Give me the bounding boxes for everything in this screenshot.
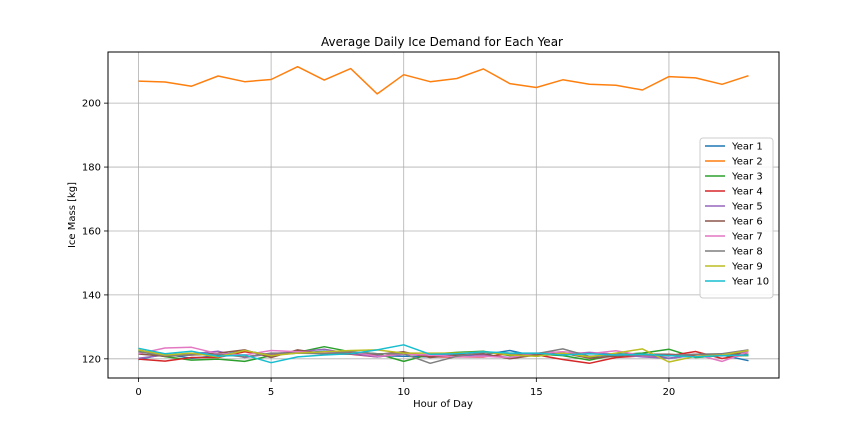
chart-title: Average Daily Ice Demand for Each Year bbox=[321, 35, 563, 49]
legend-entry-label: Year 3 bbox=[731, 172, 763, 183]
x-tick-label: 0 bbox=[135, 387, 141, 398]
y-tick-label: 160 bbox=[82, 226, 101, 237]
x-tick-label: 10 bbox=[397, 387, 410, 398]
legend-entry-label: Year 4 bbox=[731, 187, 763, 198]
series-line-year-9 bbox=[138, 348, 749, 363]
x-tick-label: 5 bbox=[268, 387, 274, 398]
series-lines bbox=[138, 65, 749, 365]
legend-entry-label: Year 2 bbox=[731, 157, 763, 168]
y-tick-label: 200 bbox=[82, 99, 101, 110]
y-axis: 120 140 160 180 200 bbox=[82, 99, 108, 365]
legend-entry-label: Year 8 bbox=[731, 247, 763, 258]
y-tick-label: 120 bbox=[82, 354, 101, 365]
x-axis: 0 5 10 15 20 bbox=[135, 378, 675, 398]
legend-entry-label: Year 9 bbox=[731, 262, 763, 273]
legend-entry-label: Year 7 bbox=[731, 232, 763, 243]
legend: Year 1 Year 2 Year 3 Year 4 Year 5 Year 6 Year… bbox=[699, 137, 774, 299]
legend-box bbox=[699, 137, 774, 299]
x-tick-label: 20 bbox=[663, 387, 676, 398]
x-axis-label: Hour of Day bbox=[413, 399, 473, 410]
legend-entry-label: Year 10 bbox=[731, 277, 769, 288]
y-axis-label: Ice Mass [kg] bbox=[67, 182, 78, 248]
legend-entry-label: Year 6 bbox=[731, 217, 763, 228]
y-tick-label: 180 bbox=[82, 163, 101, 174]
legend-entry-label: Year 1 bbox=[731, 142, 763, 153]
y-tick-label: 140 bbox=[82, 290, 101, 301]
x-tick-label: 15 bbox=[530, 387, 543, 398]
plot-frame bbox=[107, 51, 780, 379]
legend-entry-label: Year 5 bbox=[731, 202, 763, 213]
series-line-year-10 bbox=[138, 344, 749, 364]
series-line-year-2 bbox=[138, 65, 749, 95]
grid bbox=[108, 52, 779, 378]
